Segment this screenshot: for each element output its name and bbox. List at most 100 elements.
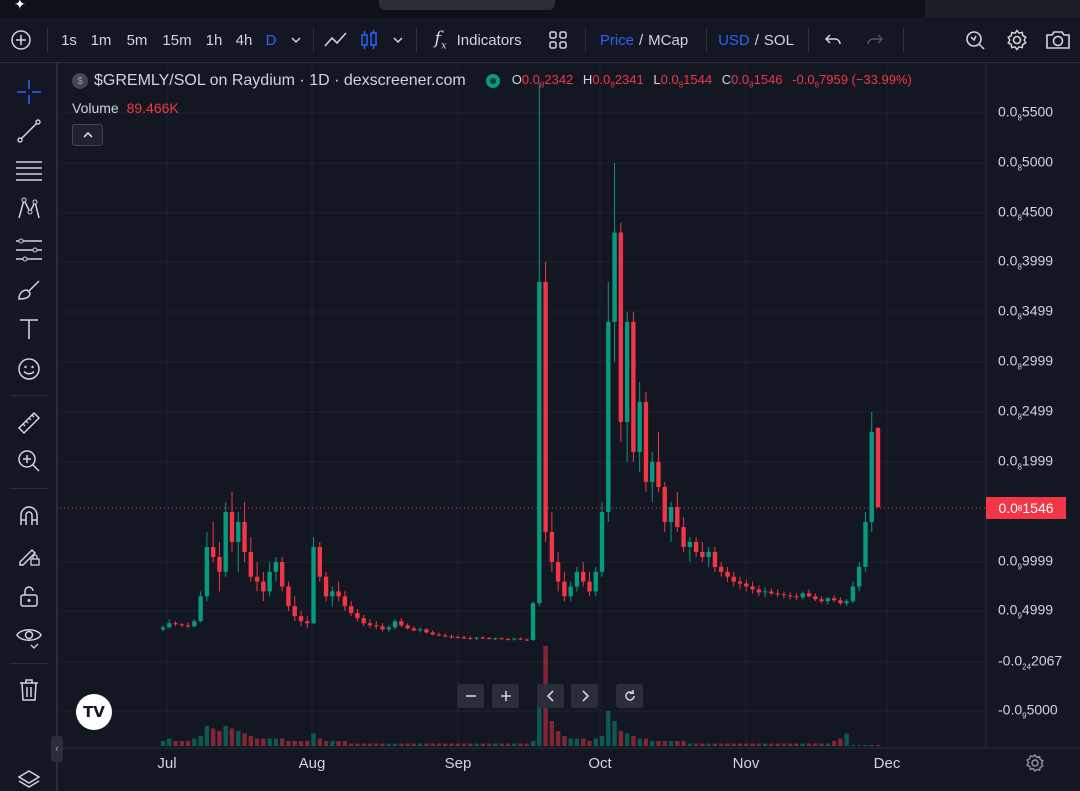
measure-tool[interactable]	[12, 406, 46, 440]
zoom-out-button[interactable]	[457, 684, 484, 708]
settings-button[interactable]	[1003, 17, 1031, 63]
chart-settings-gear-icon[interactable]	[1024, 752, 1046, 774]
scroll-right-button[interactable]	[571, 684, 598, 708]
volume-bar	[599, 736, 605, 746]
volume-bar	[549, 721, 555, 746]
line-chart-type-button[interactable]	[322, 17, 350, 63]
timeframe-1s[interactable]: 1s	[61, 31, 77, 49]
screenshot-button[interactable]	[1043, 17, 1073, 63]
tick-tail: 2999	[1021, 352, 1054, 369]
price-chart[interactable]	[60, 63, 1080, 791]
volume-bar	[662, 741, 667, 746]
volume-bar	[273, 738, 279, 746]
visibility-tool[interactable]	[12, 619, 46, 653]
currency-toggle[interactable]: USD / SOL	[716, 17, 796, 63]
forecast-tool[interactable]	[12, 233, 46, 267]
candle	[367, 619, 373, 629]
volume-bar	[681, 741, 686, 746]
volume-bars	[160, 646, 881, 746]
zoom-in-tool[interactable]	[12, 444, 46, 478]
text-icon	[20, 319, 38, 339]
candle	[750, 581, 755, 594]
pattern-tool[interactable]	[12, 192, 46, 226]
candlesticks	[160, 83, 881, 642]
candle	[637, 381, 642, 472]
candle	[612, 163, 617, 362]
volume-bar	[875, 745, 881, 746]
usd-option[interactable]: USD	[718, 31, 750, 49]
candle-body	[185, 625, 191, 627]
change-main: -0.0	[792, 72, 815, 88]
layers-icon[interactable]	[16, 768, 42, 790]
trend-line-tool[interactable]	[12, 114, 46, 148]
chart-type-dropdown[interactable]	[388, 17, 408, 63]
templates-button[interactable]	[545, 17, 571, 63]
volume-bar	[643, 738, 649, 746]
unlock-tool[interactable]	[12, 579, 46, 613]
candle-body	[486, 638, 492, 640]
volume-bar	[819, 743, 824, 746]
redo-button[interactable]	[862, 17, 888, 63]
candle-body	[537, 281, 542, 604]
price-option[interactable]: Price	[599, 31, 634, 49]
timeframe-4h[interactable]: 4h	[235, 31, 253, 49]
top-toolbar: 1s 1m 5m 15m 1h 4h D fx Indicators Price…	[0, 17, 1080, 63]
function-icon: fx	[434, 28, 447, 52]
timeframe-d[interactable]: D	[265, 31, 277, 49]
price-tick-label: -0.0242067	[998, 653, 1062, 672]
mcap-option[interactable]: MCap	[648, 31, 689, 49]
volume-bar	[192, 738, 197, 746]
candle	[192, 619, 197, 628]
scroll-left-button[interactable]	[537, 684, 564, 708]
candle-body	[198, 596, 203, 622]
chevron-down-icon	[291, 37, 301, 44]
timeframe-5m[interactable]: 5m	[126, 31, 148, 49]
timeframe-dropdown[interactable]	[286, 17, 306, 63]
tick-tail: 5000	[1021, 153, 1054, 170]
candle-body	[800, 593, 805, 598]
tick-tail: 4500	[1021, 203, 1054, 220]
candle	[875, 427, 881, 508]
volume-bar	[756, 743, 762, 746]
text-tool[interactable]	[12, 312, 46, 346]
tradingview-logo-icon[interactable]: TV	[76, 694, 112, 730]
indicators-button[interactable]: fx Indicators	[428, 17, 528, 63]
reset-chart-button[interactable]	[616, 684, 643, 708]
remove-drawings-tool[interactable]	[12, 673, 46, 707]
volume-bar	[856, 745, 862, 746]
emoji-tool[interactable]	[12, 352, 46, 386]
candle-body	[719, 566, 724, 572]
collapse-legend-button[interactable]	[72, 124, 103, 146]
crosshair-tool[interactable]	[12, 75, 46, 109]
sol-option[interactable]: SOL	[763, 31, 794, 49]
candle	[248, 536, 254, 582]
volume-bar	[374, 743, 379, 746]
magnet-tool[interactable]	[12, 499, 46, 533]
volume-bar	[167, 738, 172, 746]
volume-bar	[505, 743, 511, 746]
volume-label: Volume	[72, 100, 119, 116]
toolbar-divider	[808, 27, 809, 53]
candle-chart-type-button[interactable]	[357, 17, 381, 63]
sidebar-collapse-button[interactable]: ‹	[51, 736, 63, 762]
lock-drawing-tool[interactable]	[12, 538, 46, 572]
timeframe-15m[interactable]: 15m	[162, 31, 192, 49]
volume-bar	[687, 743, 693, 746]
undo-button[interactable]	[820, 17, 846, 63]
quick-search-button[interactable]	[961, 17, 989, 63]
zoom-in-button[interactable]	[492, 684, 519, 708]
candle	[505, 637, 511, 641]
brush-tool[interactable]	[12, 273, 46, 307]
fib-tool[interactable]	[12, 154, 46, 188]
timeframe-1m[interactable]: 1m	[90, 31, 112, 49]
candle	[173, 621, 178, 627]
candle-body	[819, 599, 824, 602]
tick-tail: 9999	[1021, 552, 1054, 569]
candle	[198, 591, 203, 623]
timeframe-1h[interactable]: 1h	[205, 31, 223, 49]
price-mcap-toggle[interactable]: Price / MCap	[596, 17, 692, 63]
add-symbol-button[interactable]	[6, 17, 36, 63]
candle-body	[267, 571, 272, 592]
candle	[813, 593, 818, 602]
candle	[574, 566, 580, 592]
